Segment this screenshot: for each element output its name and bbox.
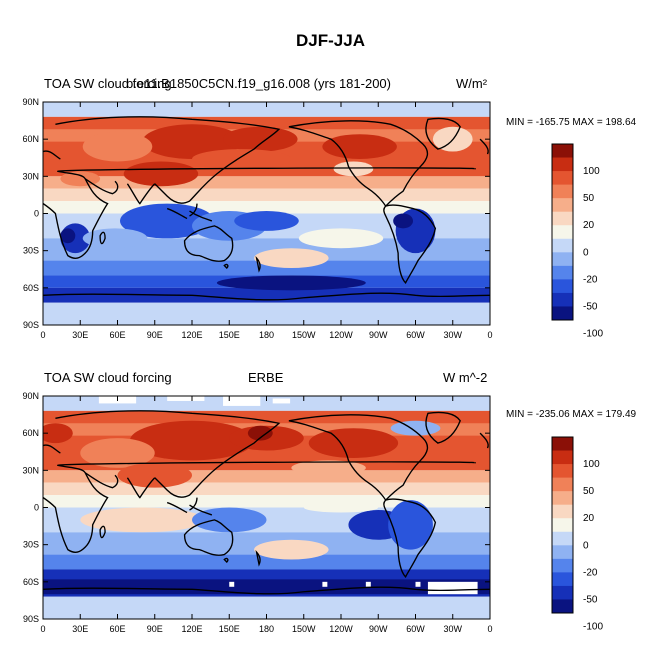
- panel-1-min-max: MIN = -165.75 MAX = 198.64: [506, 117, 637, 128]
- colorbar-label: -50: [583, 301, 598, 312]
- panel-1-left-title: TOA SW cloud forcing: [44, 76, 172, 91]
- panel-2-min-max: MIN = -235.06 MAX = 179.49: [506, 409, 637, 420]
- lon-tick-label: 90E: [147, 330, 163, 340]
- colorbar-swatch: [552, 265, 573, 280]
- colorbar-label: 100: [583, 166, 600, 177]
- panel-2-center-title: ERBE: [248, 370, 284, 385]
- lat-tick-label: 60S: [23, 283, 39, 293]
- lon-tick-label: 60E: [109, 330, 125, 340]
- colorbar-label: -20: [583, 274, 598, 285]
- lon-tick-label: 60W: [406, 624, 425, 634]
- lon-tick-label: 120E: [181, 330, 202, 340]
- colorbar-swatch: [552, 171, 573, 186]
- colorbar-label: 100: [583, 459, 600, 470]
- lon-tick-label: 30W: [443, 330, 462, 340]
- lon-tick-label: 0: [487, 330, 492, 340]
- lon-tick-label: 0: [40, 330, 45, 340]
- colorbar-label: 50: [583, 193, 595, 204]
- lat-tick-label: 90S: [23, 320, 39, 330]
- panel-1-map: [43, 102, 490, 325]
- colorbar-swatch: [552, 558, 573, 573]
- colorbar-swatch: [552, 585, 573, 600]
- colorbar-swatch: [552, 464, 573, 479]
- colorbar-label: -100: [583, 329, 603, 340]
- figure-title: DJF-JJA: [296, 31, 365, 50]
- colorbar-swatch: [552, 211, 573, 226]
- colorbars-layer: 100 50 20 0 -20 -50 -100 100 50 20 0 -20 -50 -100: [551, 143, 603, 633]
- lat-tick-label: 60S: [23, 577, 39, 587]
- panel-2-map: [43, 396, 490, 619]
- lon-tick-label: 0: [40, 624, 45, 634]
- colorbar-label: -20: [583, 567, 598, 578]
- colorbar-swatch: [552, 292, 573, 307]
- colorbar-swatch: [552, 545, 573, 560]
- colorbar-frame: [551, 436, 574, 614]
- colorbar-label: -100: [583, 622, 603, 633]
- lat-tick-label: 90N: [22, 97, 39, 107]
- colorbar-swatch: [552, 225, 573, 240]
- panel-2-units: W m^-2: [443, 370, 488, 385]
- lat-tick-label: 30N: [22, 171, 39, 181]
- colorbar-swatch: [552, 572, 573, 587]
- lat-tick-label: 60N: [22, 428, 39, 438]
- lon-tick-label: 120E: [181, 624, 202, 634]
- lat-tick-label: 0: [34, 209, 39, 219]
- colorbar-swatch: [552, 437, 573, 451]
- colorbar-swatch: [552, 518, 573, 533]
- lon-tick-label: 90W: [369, 624, 388, 634]
- colorbar-swatch: [552, 491, 573, 506]
- colorbar-swatch: [552, 450, 573, 465]
- lat-tick-label: 90N: [22, 391, 39, 401]
- lon-tick-label: 60W: [406, 330, 425, 340]
- panel-1-units: W/m²: [456, 76, 488, 91]
- panel-1-center-title: b.e11.B1850C5CN.f19_g16.008 (yrs 181-200…: [126, 76, 391, 91]
- lon-tick-label: 30E: [72, 330, 88, 340]
- colorbar-swatch: [552, 306, 573, 321]
- lon-tick-label: 90E: [147, 624, 163, 634]
- colorbar-label: 50: [583, 486, 595, 497]
- lon-tick-label: 30W: [443, 624, 462, 634]
- lon-tick-label: 90W: [369, 330, 388, 340]
- lat-tick-label: 90S: [23, 614, 39, 624]
- colorbar-swatch: [552, 477, 573, 492]
- colorbar-label: 20: [583, 513, 595, 524]
- lat-tick-label: 30S: [23, 540, 39, 550]
- colorbar-swatch: [552, 198, 573, 213]
- colorbar-swatch: [552, 144, 573, 158]
- lon-tick-label: 120W: [329, 624, 353, 634]
- colorbar-swatch: [552, 157, 573, 172]
- lat-tick-label: 30S: [23, 246, 39, 256]
- lat-tick-label: 60N: [22, 134, 39, 144]
- lon-tick-label: 0: [487, 624, 492, 634]
- colorbar-swatch: [552, 252, 573, 267]
- lon-tick-label: 180: [259, 624, 274, 634]
- lat-tick-label: 30N: [22, 465, 39, 475]
- colorbar-swatch: [552, 599, 573, 614]
- colorbar-label: 20: [583, 220, 595, 231]
- colorbar-swatch: [552, 531, 573, 546]
- lon-tick-label: 120W: [329, 330, 353, 340]
- colorbar-label: -50: [583, 594, 598, 605]
- lon-tick-label: 180: [259, 330, 274, 340]
- colorbar-swatch: [552, 279, 573, 294]
- lon-tick-label: 60E: [109, 624, 125, 634]
- panel-2-left-title: TOA SW cloud forcing: [44, 370, 172, 385]
- lon-tick-label: 150E: [219, 330, 240, 340]
- lon-tick-label: 150W: [292, 330, 316, 340]
- colorbar-swatch: [552, 504, 573, 519]
- colorbar-swatch: [552, 238, 573, 253]
- lon-tick-label: 150E: [219, 624, 240, 634]
- colorbar-label: 0: [583, 247, 589, 258]
- lon-tick-label: 150W: [292, 624, 316, 634]
- colorbar-frame: [551, 143, 574, 321]
- lat-tick-label: 0: [34, 503, 39, 513]
- lon-tick-label: 30E: [72, 624, 88, 634]
- colorbar-label: 0: [583, 540, 589, 551]
- colorbar-swatch: [552, 184, 573, 199]
